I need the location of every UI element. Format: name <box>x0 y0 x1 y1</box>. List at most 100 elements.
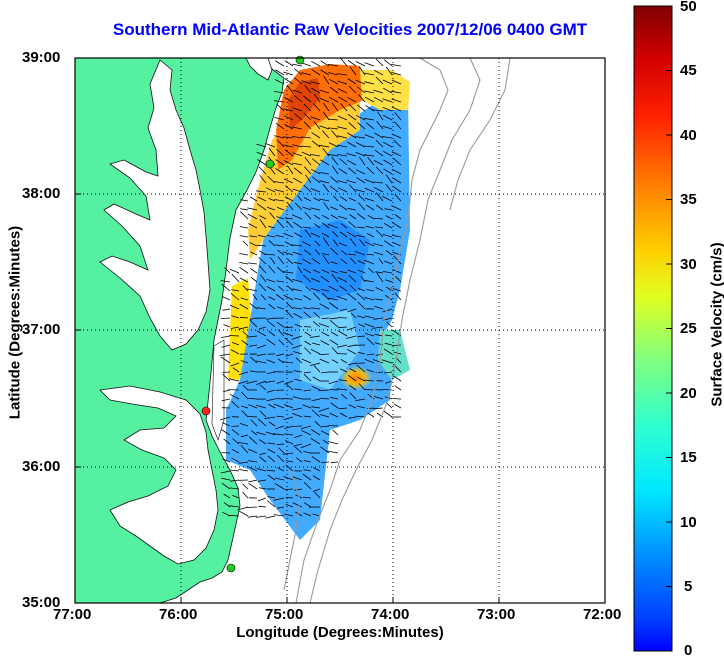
velocity-arrow <box>347 159 357 166</box>
velocity-arrow <box>375 139 384 148</box>
velocity-arrow <box>313 467 321 472</box>
pamlico-sound <box>99 385 219 565</box>
velocity-arrow <box>302 226 312 229</box>
velocity-arrow <box>329 96 339 103</box>
velocity-arrow <box>293 313 303 319</box>
velocity-arrow <box>312 269 321 274</box>
velocity-arrow <box>303 197 312 202</box>
velocity-arrow <box>276 380 285 384</box>
velocity-arrow <box>346 153 357 157</box>
velocity-arrow <box>274 79 285 85</box>
velocity-arrow <box>348 221 357 229</box>
velocity-arrow <box>286 383 294 391</box>
velocity-arrow <box>311 132 321 139</box>
velocity-arrow <box>293 167 303 175</box>
velocity-arrow <box>284 78 294 85</box>
velocity-arrow <box>292 344 303 349</box>
velocity-arrow <box>248 223 258 229</box>
velocity-arrow <box>349 66 357 76</box>
velocity-arrow <box>303 371 312 374</box>
velocity-arrow <box>356 234 366 238</box>
velocity-arrow <box>220 356 231 364</box>
velocity-arrow <box>300 145 312 148</box>
velocity-arrow <box>340 223 348 229</box>
velocity-arrow <box>330 396 339 400</box>
velocity-arrow <box>267 371 276 374</box>
velocity-arrow <box>300 443 312 449</box>
velocity-arrow <box>231 273 240 283</box>
velocity-arrow <box>232 495 240 499</box>
velocity-arrow <box>377 111 384 121</box>
velocity-arrow <box>267 448 276 454</box>
velocity-arrow <box>277 358 285 364</box>
velocity-arrow <box>367 393 375 400</box>
velocity-arrow <box>283 160 294 166</box>
velocity-arrow <box>319 198 330 202</box>
velocity-arrow <box>257 244 267 247</box>
velocity-arrow <box>339 196 348 202</box>
velocity-arrow <box>238 469 249 472</box>
velocity-arrow <box>248 479 258 483</box>
velocity-arrow <box>313 214 321 220</box>
velocity-arrow <box>301 80 312 85</box>
velocity-arrow <box>257 234 267 238</box>
velocity-arrow <box>260 294 267 301</box>
velocity-arrow <box>391 221 402 229</box>
velocity-arrow <box>276 353 285 357</box>
velocity-arrow <box>222 389 231 393</box>
velocity-arrow <box>267 175 276 184</box>
velocity-arrow <box>293 232 303 238</box>
colorbar-tick-label: 50 <box>680 0 697 15</box>
velocity-arrow <box>355 189 366 193</box>
velocity-arrow <box>278 447 285 454</box>
velocity-arrow <box>266 338 276 346</box>
velocity-arrow <box>310 116 321 121</box>
velocity-arrow <box>282 361 294 364</box>
velocity-arrow <box>321 317 330 320</box>
velocity-arrow <box>312 376 321 382</box>
velocity-arrow <box>257 159 267 166</box>
velocity-arrow <box>283 178 294 184</box>
velocity-arrow <box>393 403 402 409</box>
velocity-arrow <box>332 239 339 247</box>
velocity-arrow <box>339 158 348 166</box>
velocity-arrow <box>284 326 294 329</box>
velocity-arrow <box>364 358 375 364</box>
velocity-arrow <box>366 289 375 292</box>
velocity-arrow <box>301 62 312 67</box>
velocity-vectors <box>219 58 402 519</box>
velocity-arrow <box>313 223 321 229</box>
velocity-arrow <box>357 122 366 130</box>
velocity-arrow <box>231 428 240 436</box>
velocity-arrow <box>382 308 393 313</box>
velocity-arrow <box>266 398 276 402</box>
velocity-arrow <box>319 172 330 175</box>
velocity-arrow <box>392 241 402 247</box>
velocity-arrow <box>257 497 267 502</box>
velocity-arrow <box>284 380 294 385</box>
velocity-arrow <box>373 181 384 184</box>
velocity-arrow <box>347 269 357 274</box>
velocity-arrow <box>385 380 393 384</box>
velocity-arrow <box>328 441 339 445</box>
velocity-arrow <box>278 339 285 346</box>
velocity-arrow <box>242 483 249 490</box>
y-tick-label: 36:00 <box>22 458 61 475</box>
velocity-arrow <box>375 58 384 67</box>
velocity-arrow <box>248 483 258 490</box>
velocity-arrow <box>274 135 285 139</box>
velocity-arrow <box>303 451 312 454</box>
velocity-arrow <box>221 477 231 481</box>
velocity-arrow <box>303 512 312 517</box>
velocity-arrow <box>284 123 294 130</box>
velocity-arrow <box>303 311 312 319</box>
velocity-arrow <box>220 317 231 319</box>
velocity-arrow <box>382 125 393 130</box>
velocity-arrow <box>247 213 258 220</box>
velocity-arrow <box>375 166 384 175</box>
velocity-arrow <box>349 392 357 400</box>
velocity-arrow <box>276 266 285 274</box>
velocity-arrow <box>365 333 375 337</box>
velocity-arrow <box>322 439 330 445</box>
velocity-arrow <box>268 265 276 274</box>
